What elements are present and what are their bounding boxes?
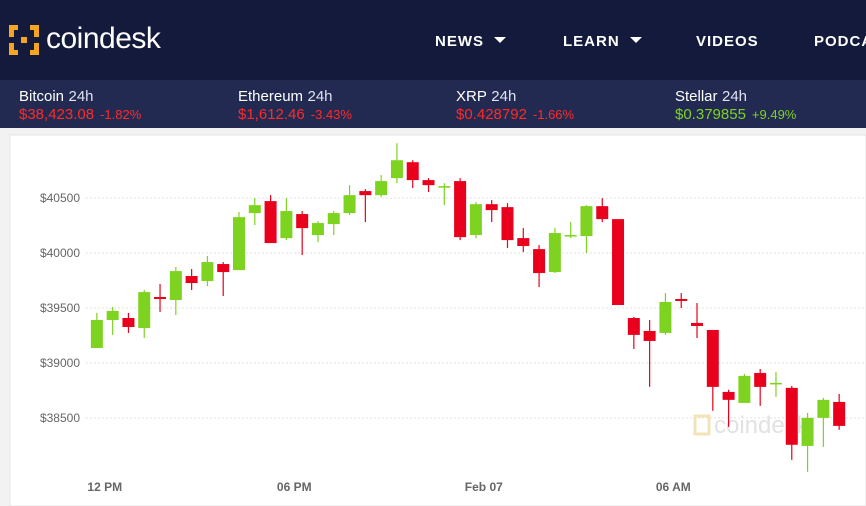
ticker-change[interactable]: -1.66% <box>532 107 575 122</box>
ticker-head[interactable]: XRP 24h <box>456 88 574 106</box>
chart-panel <box>9 134 866 506</box>
candle-body <box>675 298 688 301</box>
ticker-change[interactable]: -1.82% <box>100 107 142 122</box>
ticker[interactable]: Stellar 24h $0.379855 +9.49% <box>675 88 796 124</box>
candle-body <box>359 191 372 196</box>
ticker-quote[interactable]: $38,423.08 -1.82% <box>19 106 141 124</box>
top-nav: coindesk NEWS LEARN VIDEOS PODCA <box>0 0 866 80</box>
price-chart: $38500 $39000 $39500 $40000 $40500 12 PM 06 PM… <box>9 134 866 506</box>
y-tick-label: $39500 <box>40 301 80 315</box>
candle-body <box>501 207 514 241</box>
candle-body <box>169 271 182 300</box>
nav-news[interactable]: NEWS <box>435 33 506 50</box>
candle-body <box>722 391 735 400</box>
logo-text[interactable]: coindesk <box>46 22 161 55</box>
candle-body <box>738 375 751 403</box>
y-tick-label: $40500 <box>40 191 80 205</box>
y-tick-label: $40000 <box>40 246 80 260</box>
ticker-quote[interactable]: $0.428792 -1.66% <box>456 106 574 124</box>
ticker-quote[interactable]: $0.379855 +9.49% <box>675 106 796 124</box>
ticker-period[interactable]: 24h <box>491 88 517 105</box>
ticker[interactable]: XRP 24h $0.428792 -1.66% <box>456 88 574 124</box>
ticker-name[interactable]: Stellar <box>675 88 718 105</box>
candle-body <box>769 382 782 385</box>
candle-body <box>564 235 577 237</box>
x-tick-label: Feb 07 <box>465 480 503 494</box>
ticker-quote[interactable]: $1,612.46 -3.43% <box>238 106 352 124</box>
watermark-icon <box>693 414 711 436</box>
nav-label[interactable]: NEWS <box>435 33 484 50</box>
logo-icon[interactable] <box>9 25 39 55</box>
candle-body <box>264 201 277 244</box>
x-tick-label: 06 AM <box>656 480 691 494</box>
ticker-head[interactable]: Bitcoin 24h <box>19 88 141 106</box>
ticker-name[interactable]: XRP <box>456 88 487 105</box>
ticker-bar: Bitcoin 24h $38,423.08 -1.82% Ethereum 24h $… <box>0 80 866 128</box>
ticker-head[interactable]: Ethereum 24h <box>238 88 352 106</box>
candle-body <box>90 319 103 348</box>
candle-body <box>327 213 340 225</box>
ticker[interactable]: Bitcoin 24h $38,423.08 -1.82% <box>19 88 141 124</box>
ticker-price[interactable]: $38,423.08 <box>19 106 95 123</box>
ticker-price[interactable]: $0.428792 <box>456 106 527 123</box>
candle-body <box>122 317 135 328</box>
candle-body <box>469 204 482 236</box>
candle-body <box>438 186 451 188</box>
ticker-price[interactable]: $0.379855 <box>675 106 746 123</box>
candle-body <box>248 205 261 214</box>
candle-body <box>612 219 625 306</box>
candle-body <box>596 206 609 220</box>
nav-videos[interactable]: VIDEOS <box>696 33 759 50</box>
candle-body <box>548 233 561 273</box>
ticker-name[interactable]: Ethereum <box>238 88 304 105</box>
nav-label[interactable]: LEARN <box>563 33 620 50</box>
ticker-period[interactable]: 24h <box>721 88 748 105</box>
candle-body <box>422 180 435 186</box>
candle-body <box>375 181 388 196</box>
candle-body <box>833 401 846 426</box>
candle-body <box>343 195 356 214</box>
candle-body <box>643 330 656 341</box>
candle-body <box>706 329 719 387</box>
candle-body <box>485 204 498 211</box>
candle-body <box>533 249 546 274</box>
ticker-period[interactable]: 24h <box>68 88 94 105</box>
candle-body <box>517 238 530 247</box>
candle-body <box>580 206 593 237</box>
y-tick-label: $39000 <box>40 356 80 370</box>
nav-learn[interactable]: LEARN <box>563 33 642 50</box>
candle-body <box>280 211 293 239</box>
candle-body <box>390 160 403 179</box>
candle-body <box>406 162 419 181</box>
candle-body <box>659 301 672 333</box>
candle-body <box>801 417 814 446</box>
ticker-head[interactable]: Stellar 24h <box>675 88 796 106</box>
candle-body <box>138 292 151 328</box>
candle-body <box>106 310 119 320</box>
ticker-name[interactable]: Bitcoin <box>19 88 65 105</box>
nav-podcasts[interactable]: PODCA <box>814 33 866 50</box>
candle-body <box>311 223 324 236</box>
candle-body <box>754 372 767 387</box>
ticker-period[interactable]: 24h <box>307 88 333 105</box>
candle-body <box>233 217 246 271</box>
candle-body <box>154 297 167 299</box>
y-tick-label: $38500 <box>40 411 80 425</box>
ticker-change[interactable]: +9.49% <box>751 107 797 122</box>
x-tick-label: 12 PM <box>87 480 122 494</box>
candle-body <box>817 399 830 418</box>
candle-body <box>201 262 214 282</box>
candle-body <box>296 214 309 229</box>
ticker-change[interactable]: -3.43% <box>310 107 352 122</box>
candle-body <box>691 322 704 327</box>
ticker-price[interactable]: $1,612.46 <box>238 106 305 123</box>
candle-body <box>185 276 198 284</box>
candle-body <box>454 181 467 238</box>
candle-body <box>627 317 640 335</box>
candle-body <box>785 387 798 445</box>
x-tick-label: 06 PM <box>277 480 312 494</box>
candle-body <box>217 264 230 273</box>
ticker[interactable]: Ethereum 24h $1,612.46 -3.43% <box>238 88 352 124</box>
